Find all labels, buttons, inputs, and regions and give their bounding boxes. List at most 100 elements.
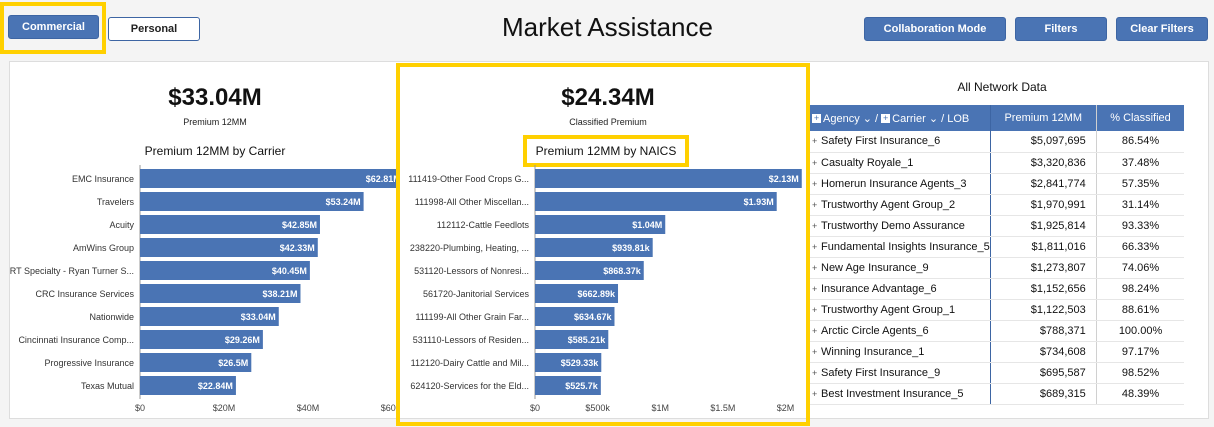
filters-button[interactable]: Filters bbox=[1015, 17, 1107, 41]
chevron-down-icon[interactable]: ⌄ / bbox=[925, 112, 948, 125]
table-row[interactable]: + Safety First Insurance_6 $5,097,695 86.54… bbox=[810, 131, 1185, 153]
premium-cell: $788,371 bbox=[990, 320, 1097, 342]
carrier-level-label[interactable]: Carrier bbox=[892, 112, 926, 125]
agency-name: Homerun Insurance Agents_3 bbox=[821, 177, 967, 190]
clear-filters-button[interactable]: Clear Filters bbox=[1116, 17, 1208, 41]
agency-name-cell[interactable]: + Best Investment Insurance_5 bbox=[810, 383, 991, 405]
category-label: 531120-Lessors of Nonresi... bbox=[414, 266, 529, 276]
premium-cell: $1,925,814 bbox=[990, 215, 1097, 237]
category-label: Texas Mutual bbox=[81, 381, 134, 391]
data-label: $868.37k bbox=[603, 266, 642, 276]
table-row[interactable]: + Fundamental Insights Insurance_5 $1,811,… bbox=[810, 236, 1185, 258]
data-label: $53.24M bbox=[326, 197, 361, 207]
classified-column-header[interactable]: % Classified bbox=[1095, 105, 1185, 131]
commercial-button[interactable]: Commercial bbox=[8, 15, 99, 39]
expand-row-icon[interactable]: + bbox=[812, 136, 818, 147]
table-row[interactable]: + Homerun Insurance Agents_3 $2,841,774 57.… bbox=[810, 173, 1185, 195]
agency-name-cell[interactable]: + Homerun Insurance Agents_3 bbox=[810, 173, 991, 195]
hierarchy-column-header[interactable]: + Agency ⌄ / + Carrier ⌄ / LOB bbox=[810, 105, 991, 131]
expand-row-icon[interactable]: + bbox=[812, 199, 818, 210]
agency-name-cell[interactable]: + Trustworthy Agent Group_1 bbox=[810, 299, 991, 321]
bar bbox=[140, 238, 318, 257]
carrier-bar-chart: $62.81M EMC Insurance $53.24M Travelers $42.… bbox=[10, 165, 400, 413]
premium-cell: $734,608 bbox=[990, 341, 1097, 363]
expand-row-icon[interactable]: + bbox=[812, 325, 818, 336]
lob-level-label[interactable]: LOB bbox=[947, 112, 970, 125]
expand-icon[interactable]: + bbox=[881, 113, 891, 124]
network-data-table: + Agency ⌄ / + Carrier ⌄ / LOB Premium 12M… bbox=[810, 105, 1185, 405]
agency-name-cell[interactable]: + Winning Insurance_1 bbox=[810, 341, 991, 363]
table-row[interactable]: + Trustworthy Demo Assurance $1,925,814 93.… bbox=[810, 215, 1185, 237]
bar bbox=[535, 238, 653, 257]
table-body: + Safety First Insurance_6 $5,097,695 86.54… bbox=[810, 131, 1185, 405]
classified-kpi-value: $24.34M bbox=[561, 84, 655, 111]
table-row[interactable]: + New Age Insurance_9 $1,273,807 74.06% bbox=[810, 257, 1185, 279]
expand-row-icon[interactable]: + bbox=[812, 346, 818, 357]
chevron-down-icon[interactable]: ⌄ / bbox=[859, 112, 882, 125]
table-row[interactable]: + Winning Insurance_1 $734,608 97.17% bbox=[810, 341, 1185, 363]
table-row[interactable]: + Best Investment Insurance_5 $689,315 48.3… bbox=[810, 383, 1185, 405]
expand-row-icon[interactable]: + bbox=[812, 220, 818, 231]
premium-cell: $1,970,991 bbox=[990, 194, 1097, 216]
bar bbox=[140, 353, 252, 372]
classified-cell: 93.33% bbox=[1096, 215, 1185, 237]
category-label: 561720-Janitorial Services bbox=[423, 289, 530, 299]
agency-name-cell[interactable]: + Insurance Advantage_6 bbox=[810, 278, 991, 300]
expand-row-icon[interactable]: + bbox=[812, 262, 818, 273]
table-row[interactable]: + Trustworthy Agent Group_2 $1,970,991 31.1… bbox=[810, 194, 1185, 216]
agency-level-label[interactable]: Agency bbox=[823, 112, 860, 125]
expand-icon[interactable]: + bbox=[812, 113, 821, 124]
expand-row-icon[interactable]: + bbox=[812, 178, 818, 189]
expand-row-icon[interactable]: + bbox=[812, 304, 818, 315]
category-label: Travelers bbox=[97, 197, 135, 207]
personal-button[interactable]: Personal bbox=[108, 17, 200, 41]
agency-name: Safety First Insurance_6 bbox=[821, 135, 941, 148]
agency-name-cell[interactable]: + Safety First Insurance_9 bbox=[810, 362, 991, 384]
premium-column-header[interactable]: Premium 12MM bbox=[989, 105, 1097, 131]
data-label: $42.85M bbox=[282, 220, 317, 230]
classified-cell: 98.24% bbox=[1096, 278, 1185, 300]
x-tick-label: $500k bbox=[585, 403, 610, 413]
premium-cell: $1,811,016 bbox=[990, 236, 1097, 258]
agency-name-cell[interactable]: + Safety First Insurance_6 bbox=[810, 131, 991, 153]
premium-cell: $1,152,656 bbox=[990, 278, 1097, 300]
expand-row-icon[interactable]: + bbox=[812, 241, 818, 252]
agency-name-cell[interactable]: + Arctic Circle Agents_6 bbox=[810, 320, 991, 342]
premium-cell: $695,587 bbox=[990, 362, 1097, 384]
classified-cell: 100.00% bbox=[1096, 320, 1185, 342]
agency-name-cell[interactable]: + Fundamental Insights Insurance_5 bbox=[810, 236, 991, 258]
bar bbox=[140, 307, 279, 326]
agency-name-cell[interactable]: + Trustworthy Agent Group_2 bbox=[810, 194, 991, 216]
agency-name: Arctic Circle Agents_6 bbox=[821, 324, 929, 337]
data-label: $42.33M bbox=[280, 243, 315, 253]
agency-name-cell[interactable]: + New Age Insurance_9 bbox=[810, 257, 991, 279]
category-label: 112112-Cattle Feedlots bbox=[437, 220, 530, 230]
data-label: $662.89k bbox=[577, 289, 616, 299]
expand-row-icon[interactable]: + bbox=[812, 283, 818, 294]
table-row[interactable]: + Arctic Circle Agents_6 $788,371 100.00% bbox=[810, 320, 1185, 342]
category-label: Acuity bbox=[109, 220, 134, 230]
classified-cell: 37.48% bbox=[1096, 152, 1185, 174]
classified-kpi-label: Classified Premium bbox=[569, 117, 647, 127]
table-row[interactable]: + Trustworthy Agent Group_1 $1,122,503 88.6… bbox=[810, 299, 1185, 321]
agency-name-cell[interactable]: + Trustworthy Demo Assurance bbox=[810, 215, 991, 237]
agency-name: New Age Insurance_9 bbox=[821, 261, 929, 274]
expand-row-icon[interactable]: + bbox=[812, 388, 818, 399]
agency-name-cell[interactable]: + Casualty Royale_1 bbox=[810, 152, 991, 174]
data-label: $939.81k bbox=[612, 243, 651, 253]
premium-kpi-value: $33.04M bbox=[168, 84, 262, 111]
expand-row-icon[interactable]: + bbox=[812, 157, 818, 168]
bar bbox=[140, 376, 236, 395]
table-row[interactable]: + Casualty Royale_1 $3,320,836 37.48% bbox=[810, 152, 1185, 174]
collaboration-mode-button[interactable]: Collaboration Mode bbox=[864, 17, 1006, 41]
bar bbox=[535, 376, 601, 395]
x-tick-label: $60M bbox=[381, 403, 400, 413]
agency-name: Insurance Advantage_6 bbox=[821, 282, 937, 295]
bar bbox=[140, 330, 263, 349]
expand-row-icon[interactable]: + bbox=[812, 367, 818, 378]
category-label: RT Specialty - Ryan Turner S... bbox=[10, 266, 134, 276]
category-label: CRC Insurance Services bbox=[35, 289, 134, 299]
table-row[interactable]: + Insurance Advantage_6 $1,152,656 98.24% bbox=[810, 278, 1185, 300]
table-row[interactable]: + Safety First Insurance_9 $695,587 98.52% bbox=[810, 362, 1185, 384]
category-label: 111998-All Other Miscellan... bbox=[415, 197, 529, 207]
